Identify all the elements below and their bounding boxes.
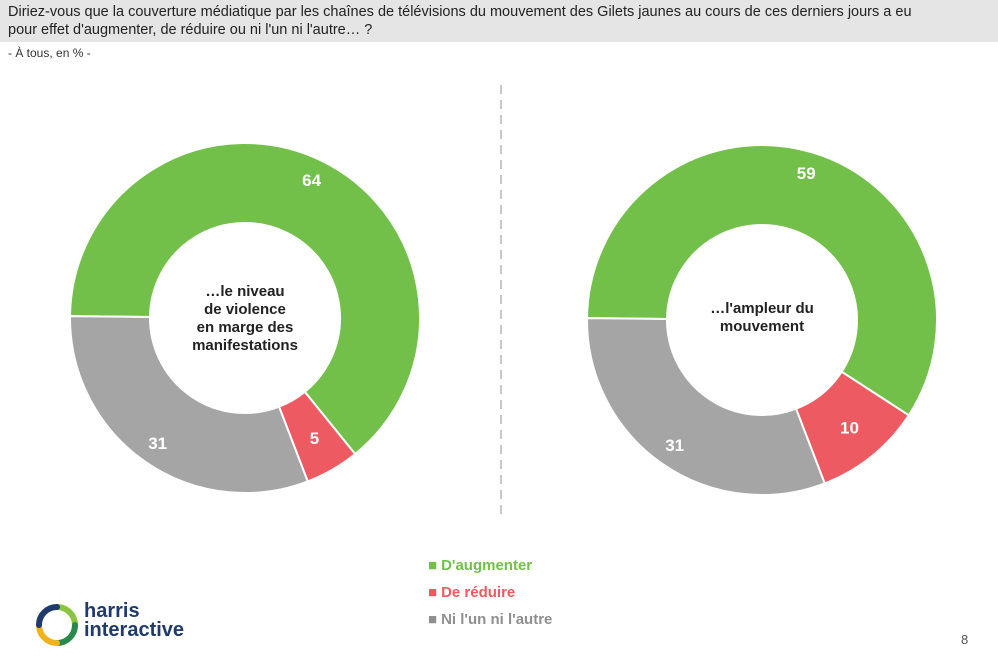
legend-label: D'augmenter xyxy=(441,557,533,574)
legend-label: Ni l'un ni l'autre xyxy=(441,611,553,628)
page-number: 8 xyxy=(961,632,969,647)
legend-item-ni: ■ Ni l'un ni l'autre xyxy=(428,606,552,633)
center-label-line: mouvement xyxy=(719,318,805,335)
data-label: 5 xyxy=(310,429,319,448)
slice-augmenter xyxy=(585,144,938,417)
legend: ■ D'augmenter ■ De réduire ■ Ni l'un ni l'a… xyxy=(428,552,552,633)
question-line-1: Diriez-vous que la couverture médiatique… xyxy=(8,4,912,20)
legend-label: De réduire xyxy=(441,584,516,601)
donut-chart-ampleur: 59 10 31 xyxy=(585,144,938,496)
question-line-2: pour effet d'augmenter, de réduire ou ni… xyxy=(8,22,373,38)
data-label: 64 xyxy=(302,171,321,190)
slice-ni xyxy=(69,315,310,494)
center-label-line: en marge des xyxy=(196,319,294,336)
logo-text-line: harris xyxy=(84,600,140,622)
center-label-line: de violence xyxy=(204,301,286,318)
data-label: 59 xyxy=(797,164,816,183)
donut-center-label-ampleur: …l'ampleur du mouvement xyxy=(687,300,837,336)
donut-center-label-violence: …le niveau de violence en marge des mani… xyxy=(170,283,320,355)
logo-icon xyxy=(36,604,78,646)
harris-interactive-logo: harris interactive xyxy=(36,601,184,651)
logo-text: harris interactive xyxy=(84,600,185,641)
subtitle: - À tous, en % - xyxy=(8,46,91,60)
data-label: 31 xyxy=(148,434,167,453)
question-header: Diriez-vous que la couverture médiatique… xyxy=(0,0,998,42)
slice-ni xyxy=(586,317,827,496)
square-icon: ■ xyxy=(428,557,438,574)
center-label-line: …l'ampleur du xyxy=(710,300,814,317)
legend-item-reduire: ■ De réduire xyxy=(428,579,552,606)
data-label: 10 xyxy=(840,419,859,438)
center-label-line: …le niveau xyxy=(205,283,285,300)
square-icon: ■ xyxy=(428,584,438,601)
legend-item-augmenter: ■ D'augmenter xyxy=(428,552,552,579)
data-label: 31 xyxy=(665,436,684,455)
square-icon: ■ xyxy=(428,611,438,628)
logo-text-line: interactive xyxy=(84,619,185,641)
donut-chart-violence: 64 5 31 xyxy=(68,142,421,494)
slice-augmenter xyxy=(68,142,421,456)
center-label-line: manifestations xyxy=(192,337,298,354)
